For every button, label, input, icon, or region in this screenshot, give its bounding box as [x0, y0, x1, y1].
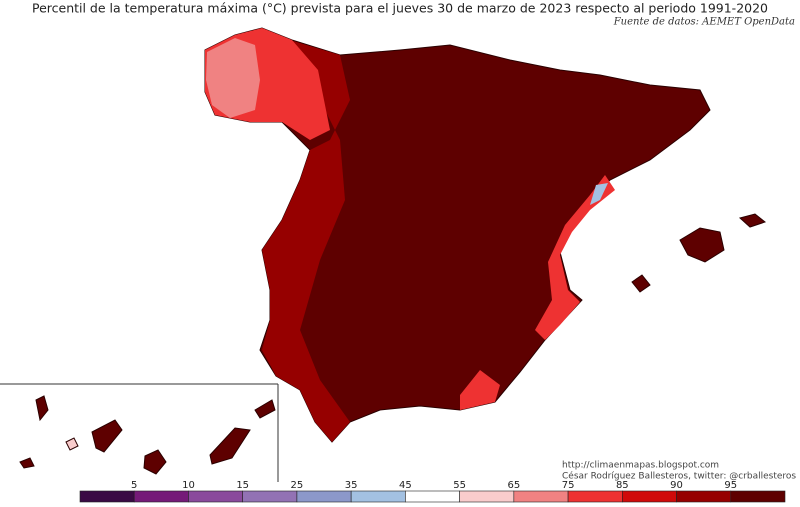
colorbar-segment: [188, 490, 243, 503]
colorbar-segment: [133, 490, 189, 503]
la-palma: [35, 395, 49, 422]
colorbar-segment: [567, 490, 623, 503]
colorbar-tick-label: 55: [453, 480, 466, 491]
map-title: Percentil de la temperatura máxima (°C) …: [32, 1, 768, 16]
colorbar-segment: [242, 490, 298, 503]
colorbar-tick-label: 25: [291, 480, 304, 491]
colorbar-tick-label: 5: [131, 480, 137, 491]
valencia-cool: [590, 183, 608, 205]
galicia-mild: [206, 38, 260, 118]
colorbar-tick-label: 95: [724, 480, 737, 491]
el-hierro: [19, 457, 35, 469]
colorbar-segment: [730, 490, 786, 503]
spain-mainland: [204, 27, 711, 443]
menorca: [738, 213, 767, 228]
colorbar-tick-label: 45: [399, 480, 412, 491]
colorbar-segment: [622, 490, 677, 503]
colorbar-segment: [296, 490, 352, 503]
south-coast: [460, 370, 500, 410]
tenerife: [91, 419, 123, 453]
colorbar-segment: [513, 490, 569, 503]
mallorca: [679, 227, 725, 263]
balearic-islands: [631, 213, 767, 293]
east-coast: [535, 175, 615, 340]
colorbar-tick-label: 35: [345, 480, 358, 491]
colorbar-tick-label: 90: [670, 480, 683, 491]
ibiza: [631, 274, 651, 293]
colorbar-segment: [459, 490, 515, 503]
gran-canaria: [143, 449, 167, 475]
colorbar-tick-label: 10: [182, 480, 195, 491]
colorbar-segment: [405, 490, 460, 503]
colorbar-tick-label: 15: [236, 480, 249, 491]
data-source: Fuente de datos: AEMET OpenData: [613, 17, 795, 28]
lanzarote: [254, 399, 276, 419]
colorbar-tick-label: 65: [507, 480, 520, 491]
credits-author: César Rodríguez Ballesteros, twitter: @c…: [562, 471, 796, 482]
canary-inset: [0, 383, 279, 482]
northwest-band: [262, 40, 350, 442]
credits-url: http://climaenmapas.blogspot.com: [562, 461, 719, 471]
la-gomera: [65, 437, 79, 451]
colorbar-tick-label: 85: [616, 480, 629, 491]
colorbar-segment: [350, 490, 406, 503]
colorbar-segment: [676, 490, 732, 503]
colorbar-tick-label: 75: [562, 480, 575, 491]
colorbar-segment: [79, 490, 135, 503]
mainland: [204, 27, 711, 443]
fuerteventura: [209, 427, 251, 465]
